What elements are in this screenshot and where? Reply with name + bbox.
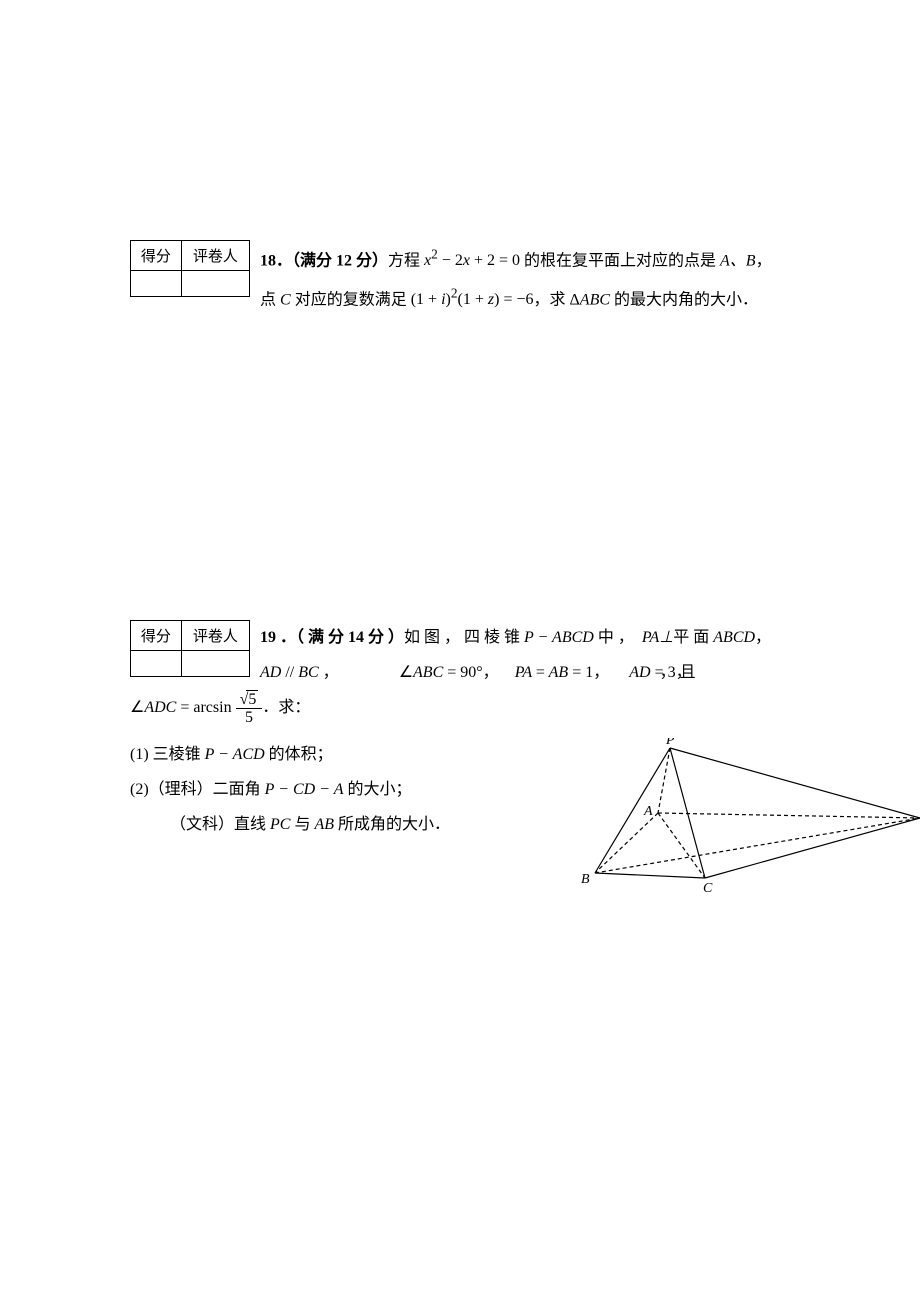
grader-cell — [181, 651, 249, 677]
parallel: AD // BC — [260, 664, 319, 681]
angle-adc: ∠ADC = arcsin — [130, 699, 236, 716]
problem-19-line3: ∠ADC = arcsin √55．求： — [130, 690, 810, 726]
problem-18: 得分 评卷人 18．（满分 12 分）方程 x2 − 2x + 2 = 0 的根… — [130, 240, 810, 317]
score-cell — [131, 651, 182, 677]
text: 方程 — [388, 252, 424, 269]
text: （文科）直线 — [170, 816, 270, 833]
text: ，求 — [533, 291, 569, 308]
problem-points: （满分 12 分） — [292, 252, 388, 269]
score-header-left: 得分 — [131, 241, 182, 271]
score-cell — [131, 271, 182, 297]
text: 的大小； — [343, 781, 411, 798]
angle: ∠ABC = 90° — [399, 664, 483, 681]
point-C: C — [280, 291, 291, 308]
perp: PA⊥ — [642, 629, 673, 646]
table-row — [131, 651, 250, 677]
text: 三棱锥 — [153, 746, 205, 763]
score-table-18: 得分 评卷人 — [130, 240, 250, 297]
sub-num: (2) — [130, 781, 149, 798]
table-row — [131, 271, 250, 297]
text: 平 面 — [673, 629, 713, 646]
line-PC: PC — [270, 816, 290, 833]
text: 点 — [260, 291, 280, 308]
triangle: ΔABC — [570, 291, 611, 308]
text: 与 — [290, 816, 314, 833]
score-table-19: 得分 评卷人 — [130, 620, 250, 677]
svg-text:B: B — [581, 872, 590, 887]
score-header-right: 评卷人 — [181, 621, 249, 651]
problem-number: 18． — [260, 252, 292, 269]
problem-19-line1: 19 ．（ 满 分 14 分 ）如 图 ， 四 棱 锥 P − ABCD 中 ，… — [260, 620, 810, 655]
pyramid: P − ACD — [205, 746, 265, 763]
table-row: 得分 评卷人 — [131, 241, 250, 271]
pyramid-diagram: PABCD — [555, 738, 920, 898]
problem-18-line2: 点 C 对应的复数满足 (1 + i)2(1 + z) = −6，求 ΔABC … — [260, 279, 810, 318]
equation: x2 − 2x + 2 = 0 — [424, 252, 520, 269]
problem-points: （ 满 分 14 分 ） — [296, 629, 404, 646]
sub-num: (1) — [130, 746, 153, 763]
line-AB: AB — [314, 816, 334, 833]
text: 中 ， — [594, 629, 634, 646]
svg-text:C: C — [703, 881, 713, 896]
text: ， — [483, 664, 499, 681]
text: （理科）二面角 — [149, 781, 265, 798]
problem-18-line1: 18．（满分 12 分）方程 x2 − 2x + 2 = 0 的根在复平面上对应… — [260, 240, 810, 279]
grader-cell — [181, 271, 249, 297]
fraction: √55 — [236, 691, 263, 727]
problem-18-body: 18．（满分 12 分）方程 x2 − 2x + 2 = 0 的根在复平面上对应… — [260, 240, 810, 317]
plane: ABCD — [713, 629, 755, 646]
points-AB: A、B — [720, 252, 756, 269]
text: 所成角的大小． — [334, 816, 450, 833]
text: 的体积； — [265, 746, 333, 763]
problem-19-line2: AD // BC ， ∠ABC = 90°， PA = AB = 1， AD =… — [260, 655, 810, 690]
denominator: 5 — [236, 709, 263, 727]
text: ．求： — [262, 699, 310, 716]
problem-19-body: 19 ．（ 满 分 14 分 ）如 图 ， 四 棱 锥 P − ABCD 中 ，… — [260, 620, 810, 727]
svg-text:A: A — [643, 804, 653, 819]
text: ， — [756, 252, 772, 269]
eq-pa: PA = AB = 1 — [515, 664, 594, 681]
pyramid: P − ABCD — [524, 629, 594, 646]
dihedral: P − CD − A — [265, 781, 344, 798]
text: ， — [755, 629, 771, 646]
text: ， — [319, 664, 339, 681]
diagram-svg: PABCD — [555, 738, 920, 898]
equation: (1 + i)2(1 + z) = −6 — [411, 291, 534, 308]
problem-19: 得分 评卷人 19 ．（ 满 分 14 分 ）如 图 ， 四 棱 锥 P − A… — [130, 620, 810, 842]
problem-number: 19 ． — [260, 629, 296, 646]
text: ， 且 — [660, 664, 696, 681]
text: 对应的复数满足 — [291, 291, 411, 308]
score-header-right: 评卷人 — [181, 241, 249, 271]
text: 如 图 ， 四 棱 锥 — [404, 629, 524, 646]
text: ， — [593, 664, 609, 681]
numerator: √5 — [236, 691, 263, 710]
text: 的根在复平面上对应的点是 — [520, 252, 720, 269]
table-row: 得分 评卷人 — [131, 621, 250, 651]
svg-text:P: P — [665, 738, 675, 748]
text: 的最大内角的大小． — [610, 291, 758, 308]
score-header-left: 得分 — [131, 621, 182, 651]
